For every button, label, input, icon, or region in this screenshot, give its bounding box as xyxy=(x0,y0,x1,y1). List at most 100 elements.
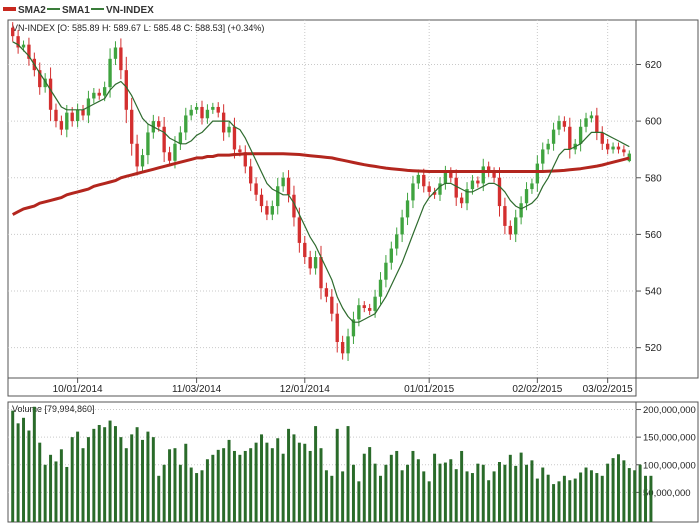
candle xyxy=(595,107,599,141)
candle-body xyxy=(38,70,42,88)
legend-item-sma1[interactable]: SMA1 xyxy=(47,5,90,16)
moving-average-lines xyxy=(11,41,630,323)
candle-body xyxy=(243,152,247,167)
candle-body xyxy=(97,92,101,96)
candle-body xyxy=(514,217,518,235)
volume-bar xyxy=(157,475,161,522)
date-axis-ticks: 10/01/2014 11/03/2014 12/01/2014 01/01/2015… xyxy=(53,378,633,395)
candle-body xyxy=(568,126,572,150)
volume-bar xyxy=(600,475,604,522)
candle-body xyxy=(92,92,96,99)
price-tick-label: 600 xyxy=(645,117,662,128)
volume-bar xyxy=(43,464,47,522)
candle-body xyxy=(340,342,345,354)
candle-body xyxy=(70,112,74,122)
candle xyxy=(551,122,556,151)
volume-bar xyxy=(76,431,80,522)
date-tick-label: 10/01/2014 xyxy=(53,384,103,395)
candle xyxy=(330,289,334,322)
volume-bar xyxy=(557,481,561,522)
volume-bar xyxy=(400,470,404,522)
candle xyxy=(389,241,393,270)
candle-body xyxy=(616,146,621,150)
volume-bar xyxy=(470,473,474,522)
candle-body xyxy=(589,115,594,119)
candle xyxy=(11,22,15,42)
candle-body xyxy=(459,197,464,204)
candle xyxy=(243,145,247,174)
volume-bar xyxy=(368,447,372,522)
volume-tick-label: 50,000,000 xyxy=(643,488,691,499)
legend-swatch-sma2 xyxy=(3,7,16,11)
volume-tick-label: 150,000,000 xyxy=(643,433,696,444)
candle-body xyxy=(140,155,145,167)
candle xyxy=(16,29,20,54)
volume-bar xyxy=(465,471,469,522)
candle-body xyxy=(238,149,242,153)
candle-body xyxy=(378,279,383,297)
candle xyxy=(276,177,280,215)
volume-bar xyxy=(508,454,512,522)
volume-bar xyxy=(65,466,69,522)
volume-bar xyxy=(151,437,155,522)
volume-bar xyxy=(411,450,415,522)
candle-body xyxy=(530,183,534,190)
volume-bar xyxy=(389,454,393,522)
candle xyxy=(227,121,231,138)
volume-bar xyxy=(606,463,610,522)
candle xyxy=(616,142,621,154)
candle-body xyxy=(276,186,280,207)
volume-bar xyxy=(514,465,518,522)
candle-body xyxy=(27,44,31,59)
candle xyxy=(454,169,458,206)
candle-body xyxy=(422,174,426,187)
candle-body xyxy=(297,217,302,243)
volume-bar xyxy=(265,442,269,522)
volume-bar xyxy=(32,406,36,522)
candle xyxy=(184,107,188,141)
volume-bar xyxy=(195,473,199,522)
volume-bar xyxy=(351,464,355,522)
candle xyxy=(259,188,264,213)
candle xyxy=(27,37,31,66)
price-tick-label: 620 xyxy=(645,60,662,71)
candle xyxy=(194,102,199,114)
legend-item-vn-index[interactable]: VN-INDEX xyxy=(91,5,154,16)
volume-bar xyxy=(552,484,556,522)
candle-body xyxy=(524,189,529,204)
candle xyxy=(97,88,101,100)
candle-body xyxy=(130,109,134,144)
candle xyxy=(578,119,583,152)
candle xyxy=(249,158,253,192)
volume-bar xyxy=(535,478,539,522)
candle-body xyxy=(519,203,523,218)
volume-bar xyxy=(433,453,437,522)
candle xyxy=(411,175,415,209)
volume-bar xyxy=(627,468,631,522)
volume-bar xyxy=(173,448,177,522)
candle xyxy=(135,134,139,176)
candle-body xyxy=(221,112,226,133)
volume-bar xyxy=(406,464,410,522)
candle xyxy=(205,104,210,124)
volume-bar xyxy=(341,471,345,522)
legend-item-sma2[interactable]: SMA2 xyxy=(3,5,46,16)
volume-bar xyxy=(11,410,15,522)
candle-body xyxy=(281,177,285,187)
volume-bar xyxy=(70,437,74,522)
volume-bar xyxy=(335,428,339,522)
candle-body xyxy=(308,257,312,269)
candle-body xyxy=(443,172,448,184)
volume-bar xyxy=(346,426,350,522)
candle xyxy=(167,146,172,167)
volume-bar xyxy=(308,450,312,522)
price-tick-label: 520 xyxy=(645,343,662,354)
candle-body xyxy=(178,132,183,144)
candle-body xyxy=(205,109,210,119)
legend: SMA2 SMA1 VN-INDEX xyxy=(3,5,154,16)
candle xyxy=(81,104,85,121)
candle xyxy=(119,38,123,80)
candle xyxy=(568,117,572,159)
candle xyxy=(400,209,404,243)
volume-bar xyxy=(373,463,377,522)
